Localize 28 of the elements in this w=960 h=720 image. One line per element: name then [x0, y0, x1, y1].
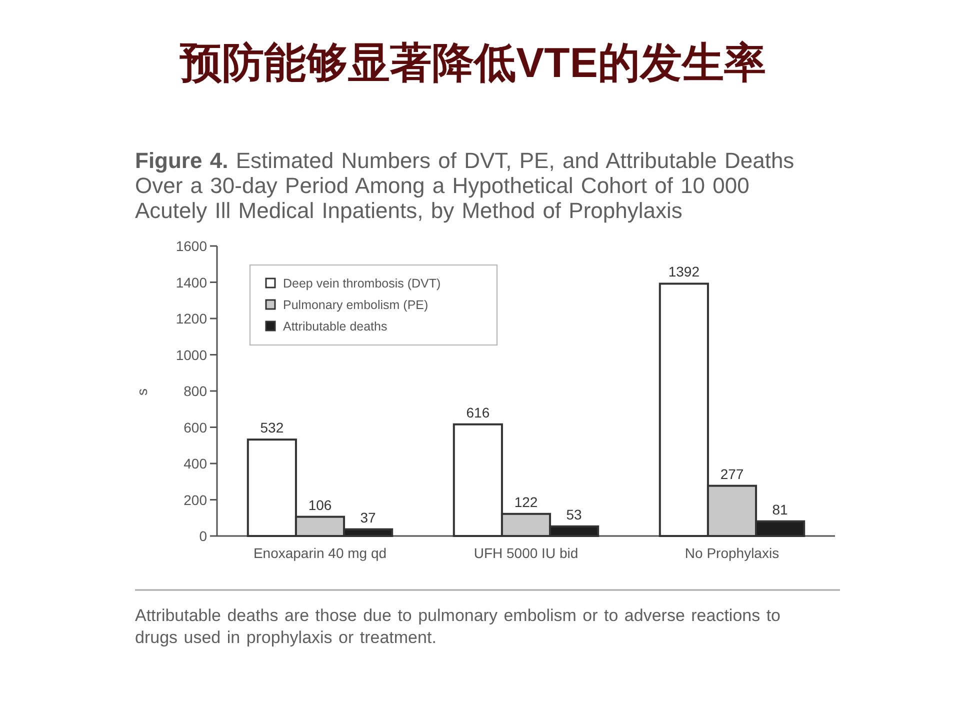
legend-label: Deep vein thrombosis (DVT)	[283, 276, 441, 290]
y-tick-label: 1600	[176, 238, 207, 254]
ylabel: s	[134, 388, 150, 396]
x-tick-label: No Prophylaxis	[684, 545, 780, 561]
x-tick-label: Enoxaparin 40 mg qd	[253, 545, 387, 561]
data-label: 122	[514, 494, 538, 510]
y-tick-label: 1200	[176, 310, 207, 326]
data-label: 81	[772, 501, 788, 518]
y-tick-label: 800	[184, 383, 207, 399]
y-tick-label: 1400	[176, 274, 207, 290]
y-tick-label: 400	[184, 456, 207, 472]
y-tick-label: 0	[199, 528, 207, 544]
data-label: 532	[260, 420, 284, 436]
data-label: 106	[308, 496, 332, 513]
data-label: 53	[566, 506, 582, 522]
legend-label: Attributable deaths	[283, 320, 388, 334]
title: 预防能够显著降低VTE的发生率	[180, 39, 766, 86]
data-label: 37	[360, 509, 376, 526]
x-tick-label: UFH 5000 IU bid	[474, 545, 578, 561]
legend-label: Pulmonary embolism (PE)	[283, 298, 428, 312]
annotation: Attributable deaths are those due to pulmonary embolism or to adverse reactions to drugs used in prophylaxis or treatment.	[135, 606, 781, 647]
y-tick-label: 1000	[176, 346, 207, 363]
data-label: 277	[720, 466, 744, 482]
subtitle: Figure 4. Estimated Numbers of DVT, PE, and Attributable Deaths Over a 30-day Period Among a Hypothetical Cohort of 10 000 Acutely Ill Medical Inpatients, by Method of Prophylaxis	[135, 148, 794, 223]
y-tick-label: 600	[184, 419, 207, 436]
y-tick-label: 200	[184, 492, 207, 508]
data-label: 1392	[668, 264, 700, 280]
data-label: 616	[466, 404, 490, 420]
